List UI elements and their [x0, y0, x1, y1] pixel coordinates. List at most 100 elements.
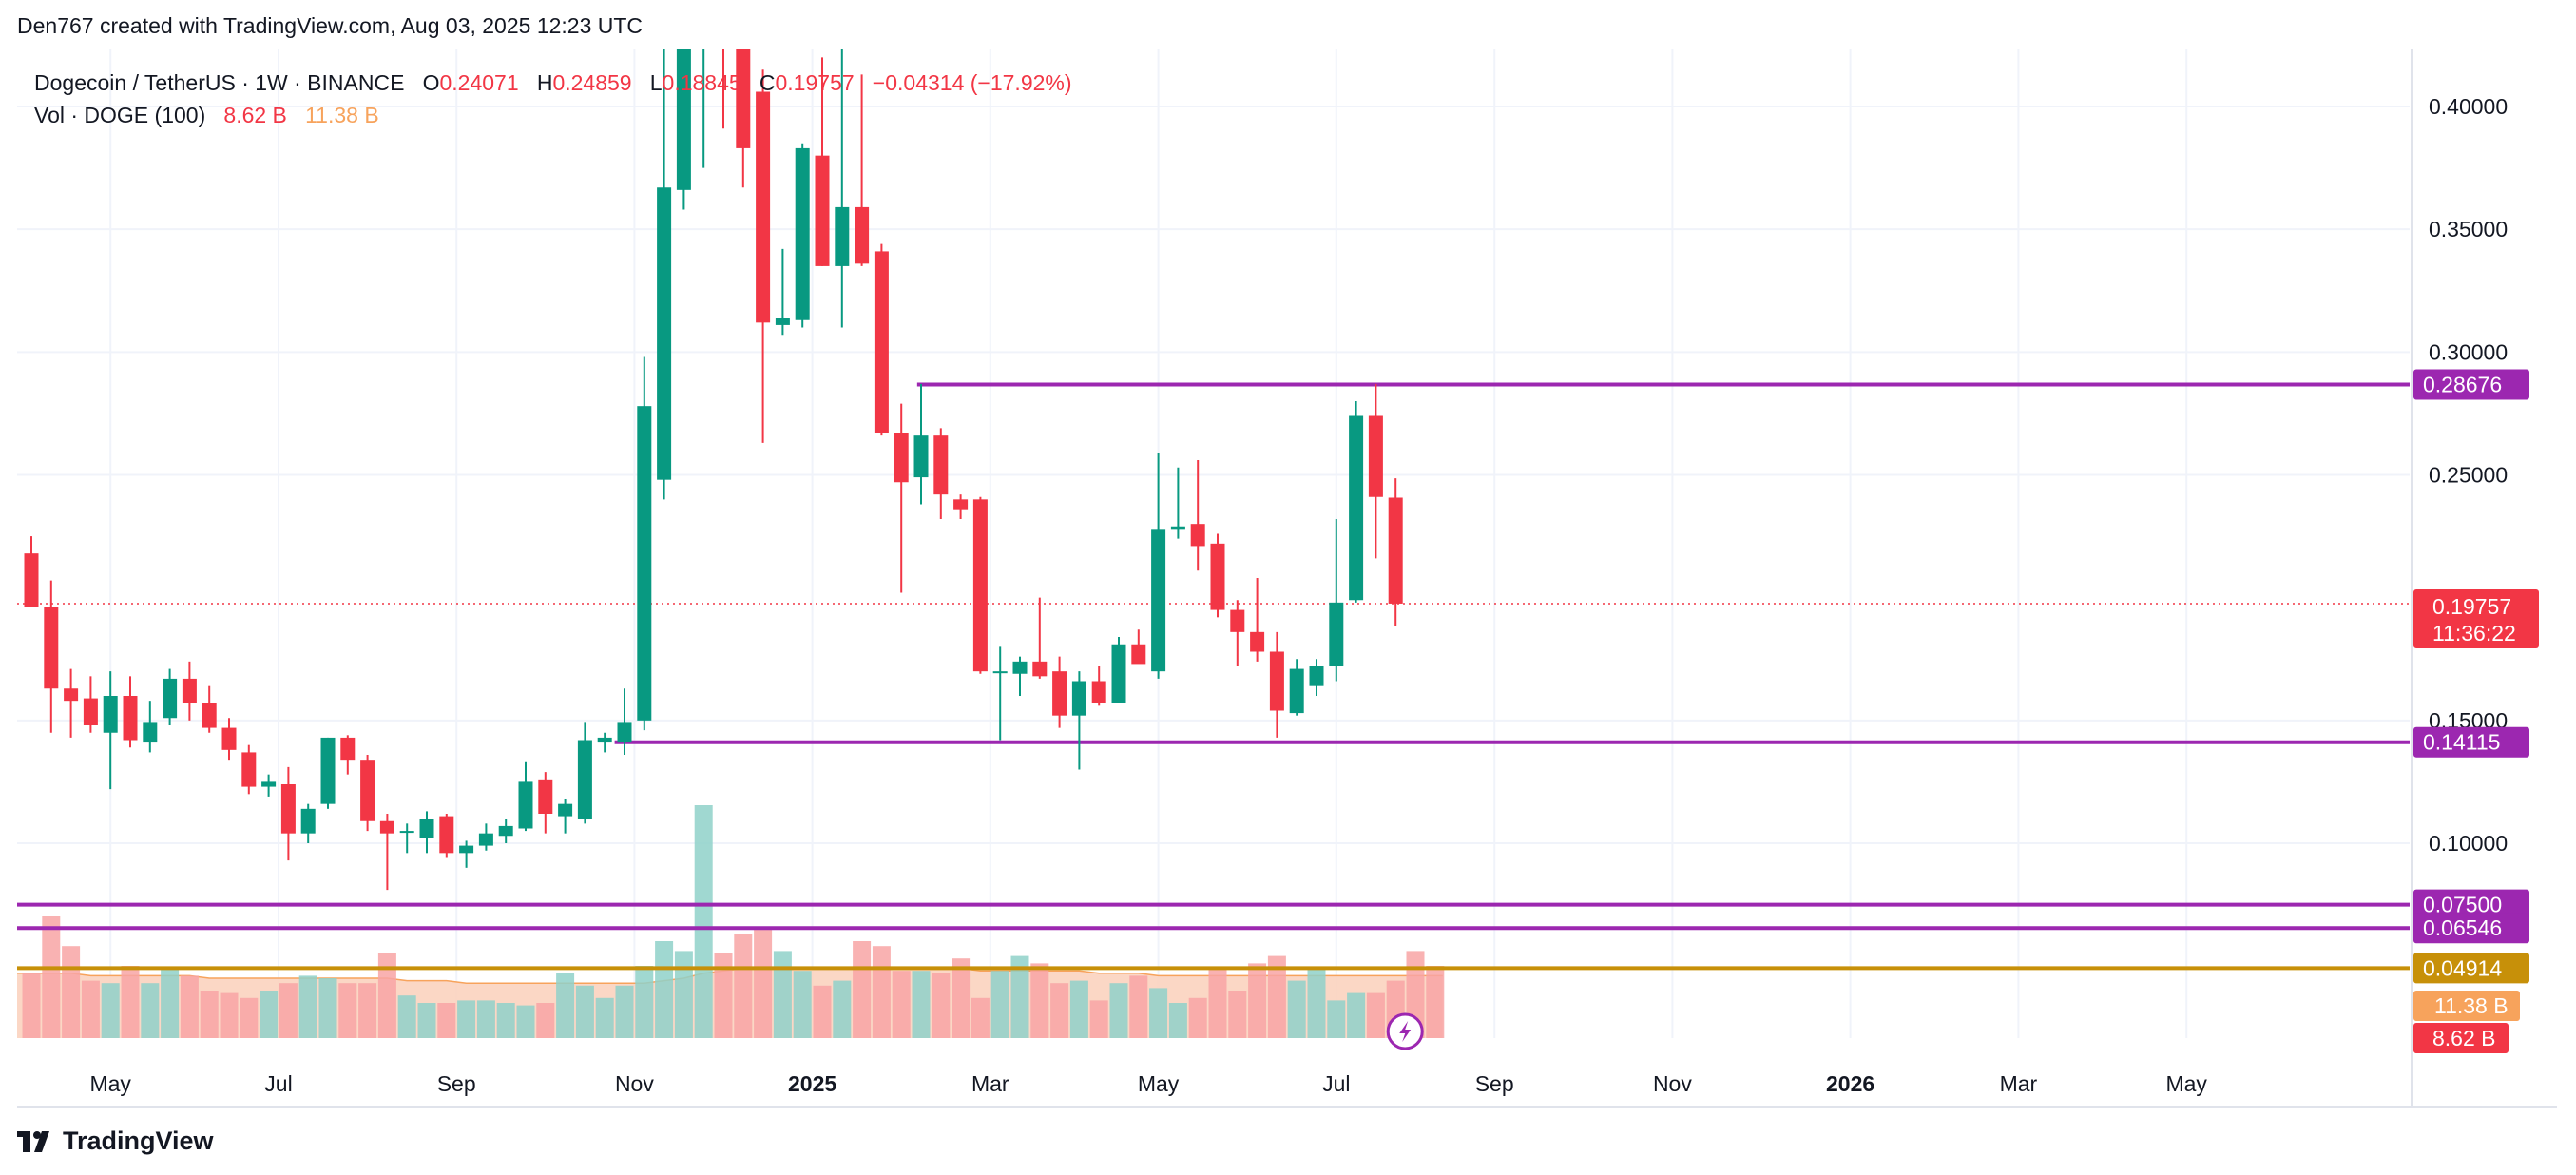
candle [379, 814, 394, 891]
candle-body [775, 318, 790, 325]
volume-bar [161, 968, 180, 1038]
candle [913, 383, 929, 505]
candle [1032, 597, 1048, 679]
volume-bar [1050, 983, 1069, 1038]
candle-body [933, 435, 949, 495]
candle-body [815, 155, 830, 266]
candle-body [24, 553, 39, 607]
candle [64, 668, 79, 738]
candle [577, 722, 592, 824]
volume-bar [338, 983, 357, 1038]
volume-bar [457, 1000, 476, 1038]
candle-body [1052, 671, 1067, 716]
candle [933, 428, 949, 519]
candle-body [300, 808, 316, 834]
candle-body [1071, 681, 1086, 716]
candle-body [163, 678, 178, 719]
candle-body [1210, 543, 1225, 610]
volume-bar [496, 1003, 515, 1038]
candle-body [676, 49, 691, 190]
candle-body [1269, 651, 1284, 711]
candle-body [123, 696, 138, 741]
price-badge-countdown: 11:36:22 [2432, 621, 2516, 645]
volume-bar [754, 929, 773, 1038]
candle-body [439, 816, 454, 854]
volume-bar [200, 991, 219, 1038]
candle [123, 676, 138, 748]
volume-bar [220, 992, 239, 1038]
candle-body [340, 737, 356, 761]
candle-body [399, 831, 414, 834]
candle-body [637, 406, 652, 721]
high-label: H [536, 70, 553, 95]
volume-bar [1307, 968, 1326, 1038]
volume-bar [1030, 963, 1049, 1038]
symbol-label[interactable]: Dogecoin / TetherUS · 1W · BINANCE [34, 70, 405, 95]
candle-body [83, 698, 98, 725]
volume-bar [536, 1003, 555, 1038]
candle [360, 755, 375, 832]
x-tick-label: Mar [2000, 1071, 2038, 1096]
horizontal-levels [17, 382, 2410, 971]
volume-bar [694, 805, 713, 1038]
volume-bar [1366, 992, 1385, 1038]
candle [722, 49, 724, 129]
candle-body [894, 433, 909, 483]
candle-body [1170, 526, 1185, 530]
candle-body [972, 499, 988, 672]
volume-bar [260, 991, 279, 1038]
candle-body [103, 696, 118, 733]
candle-body [419, 819, 434, 838]
candle-body [518, 781, 533, 829]
candles [24, 49, 1403, 891]
candle [24, 536, 39, 607]
y-tick-label: 0.10000 [2429, 831, 2508, 856]
x-axis: May Jul Sep Nov 2025 Mar May Jul Sep Nov 2026 Mar Ma… [17, 1071, 2557, 1108]
volume-label[interactable]: Vol · DOGE (100) [34, 103, 206, 127]
candle [1190, 460, 1205, 571]
volume-pane [17, 805, 1445, 1038]
volume-bar [279, 983, 298, 1038]
volume-bar [655, 941, 674, 1038]
level-badge [2413, 889, 2529, 920]
tradingview-brand[interactable]: TradingView [17, 1127, 214, 1156]
candle [1349, 401, 1364, 603]
candle-body [577, 740, 592, 819]
candle [1151, 453, 1166, 679]
brand-name: TradingView [63, 1127, 214, 1155]
candle [498, 819, 513, 843]
close-value: 0.19757 [775, 70, 855, 95]
candle [597, 732, 612, 753]
candle-body [64, 688, 79, 702]
volume-bar [298, 975, 317, 1038]
volume-ma-value: 11.38 B [305, 103, 379, 127]
volume-bar [853, 941, 872, 1038]
y-tick-label: 0.25000 [2429, 463, 2508, 488]
volume-bar [377, 953, 396, 1038]
volume-bar [912, 971, 931, 1038]
volume-bar [793, 971, 812, 1038]
low-label: L [649, 70, 663, 95]
volume-bar [1129, 975, 1148, 1038]
x-tick-label: Nov [1653, 1071, 1692, 1096]
volume-bar [674, 951, 693, 1038]
candle [182, 661, 197, 721]
volume-bar [240, 997, 259, 1038]
x-tick-label: 2025 [788, 1071, 836, 1096]
x-tick-label: Jul [264, 1071, 292, 1096]
volume-bar [773, 951, 792, 1038]
volume-ma-badge-label: 11.38 B [2434, 993, 2509, 1018]
volume-bar [635, 966, 654, 1038]
volume-bar [1287, 980, 1306, 1038]
candle [972, 496, 988, 674]
x-tick-label: Jul [1322, 1071, 1350, 1096]
price-badge-value: 0.19757 [2432, 594, 2511, 619]
y-axis: 0.400000.350000.300000.250000.150000.100… [2413, 94, 2539, 1053]
candle [815, 57, 830, 266]
x-tick-label: May [1138, 1071, 1180, 1096]
candle [1012, 656, 1028, 696]
y-tick-label: 0.35000 [2429, 217, 2508, 241]
grid [17, 49, 2410, 1038]
candle-body [1368, 415, 1383, 497]
